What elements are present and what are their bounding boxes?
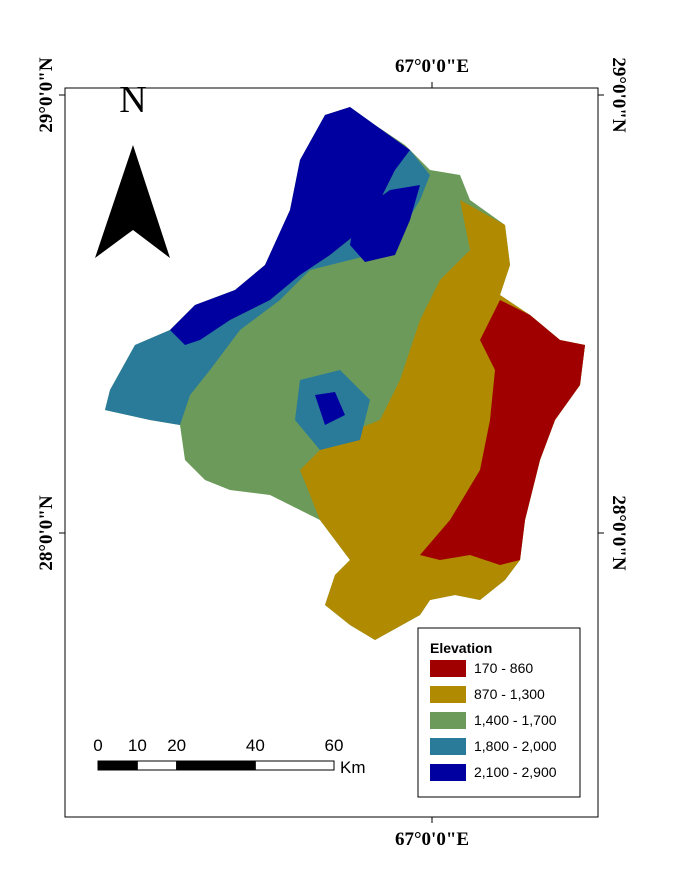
lon-label: 67°0'0"E bbox=[395, 829, 469, 850]
north-label: N bbox=[119, 79, 146, 121]
region bbox=[105, 130, 430, 425]
scale-bar: 0 10 20 40 60 Km bbox=[93, 736, 365, 777]
scale-label: 60 bbox=[325, 736, 344, 755]
legend-label: 870 - 1,300 bbox=[474, 686, 545, 702]
lat-label: 29°0'0"N bbox=[608, 57, 629, 132]
scale-segment bbox=[97, 760, 138, 771]
legend-swatch bbox=[430, 738, 466, 755]
legend-swatch bbox=[430, 712, 466, 729]
scale-label: 20 bbox=[167, 736, 186, 755]
scale-unit: Km bbox=[340, 758, 366, 777]
region bbox=[420, 300, 585, 565]
arrow bbox=[95, 145, 170, 258]
legend-swatch bbox=[430, 764, 466, 781]
scale-segment bbox=[136, 760, 178, 771]
legend-label: 2,100 - 2,900 bbox=[474, 764, 557, 780]
lat-label: 29°0'0"N bbox=[36, 57, 57, 132]
lon-label: 67°0'0"E bbox=[395, 56, 469, 77]
scale-label: 10 bbox=[128, 736, 147, 755]
scale-segment bbox=[176, 760, 256, 771]
region bbox=[315, 392, 345, 425]
legend-label: 1,400 - 1,700 bbox=[474, 712, 557, 728]
scale-segment bbox=[254, 760, 335, 771]
legend-swatch bbox=[430, 686, 466, 703]
legend-swatch bbox=[430, 660, 466, 677]
legend-label: 1,800 - 2,000 bbox=[474, 738, 557, 754]
scale-label: 40 bbox=[246, 736, 265, 755]
scale-label: 0 bbox=[93, 736, 102, 755]
lat-label: 28°0'0"N bbox=[608, 495, 629, 570]
region bbox=[350, 185, 420, 262]
north-arrow: N bbox=[95, 79, 170, 258]
legend-label: 170 - 860 bbox=[474, 660, 533, 676]
lat-label: 28°0'0"N bbox=[36, 495, 57, 570]
legend-items: 170 - 860 870 - 1,300 1,400 - 1,700 1,800 -… bbox=[430, 660, 557, 781]
legend-title: Elevation bbox=[430, 640, 492, 656]
region bbox=[170, 107, 410, 345]
elevation-map bbox=[105, 107, 585, 640]
